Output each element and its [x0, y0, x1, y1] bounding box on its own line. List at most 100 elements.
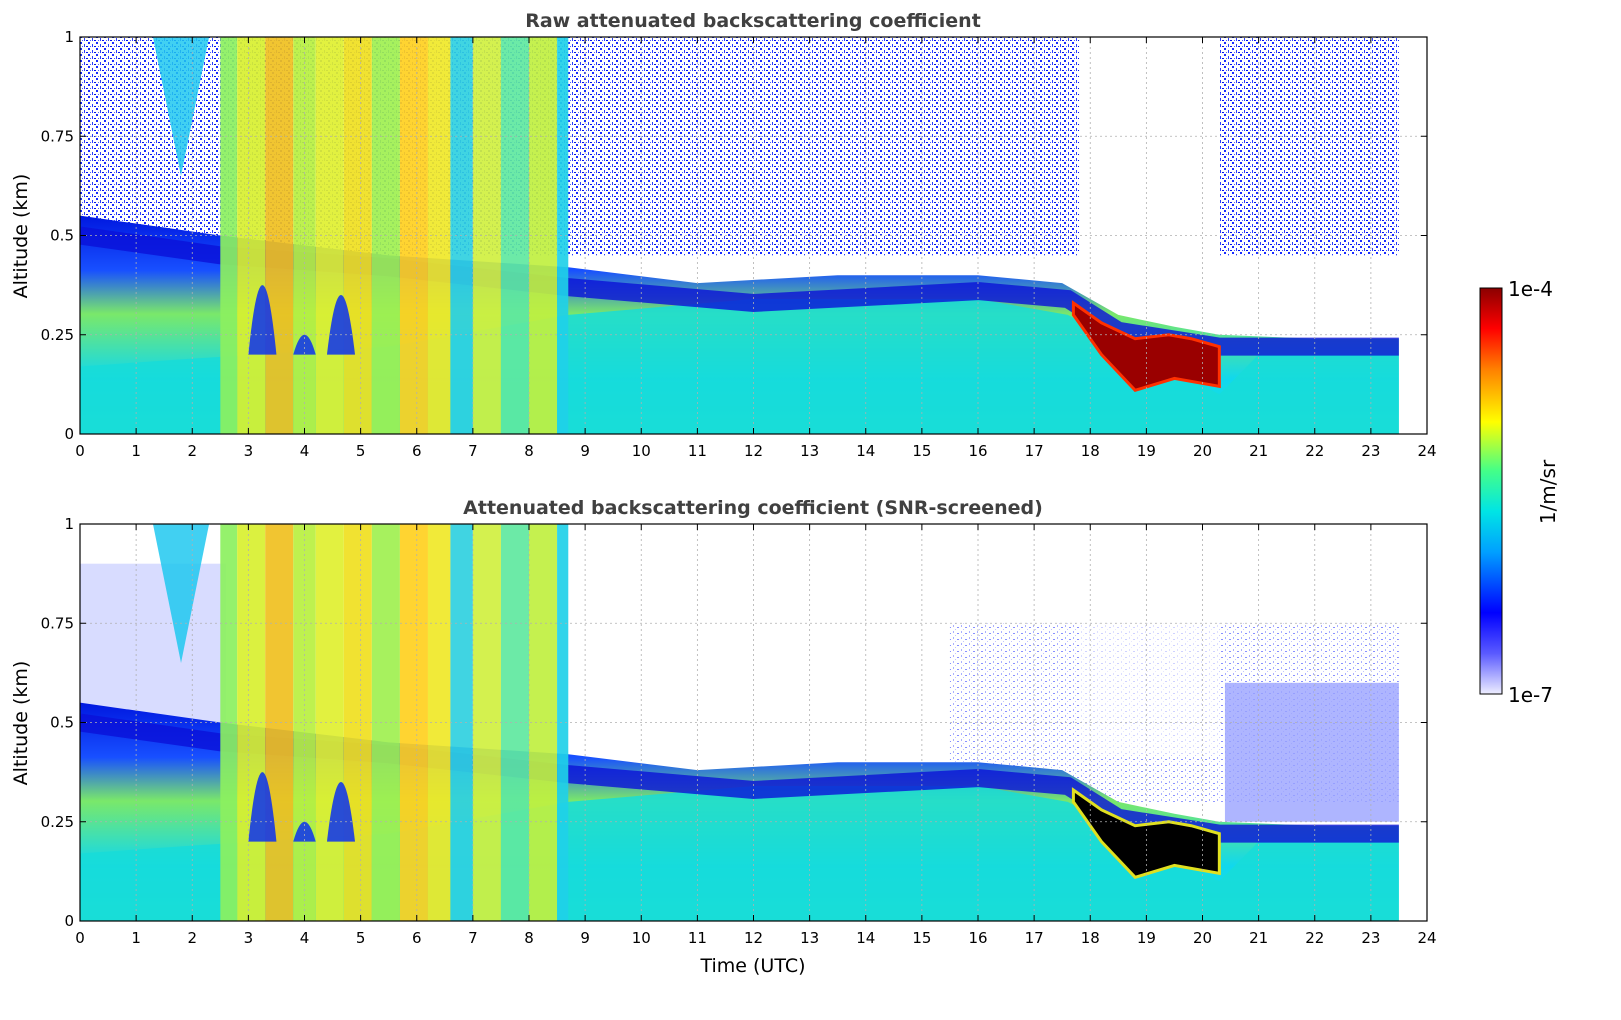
- x-tick-label: 0: [75, 442, 85, 460]
- x-tick-label: 7: [468, 442, 478, 460]
- x-tick-label: 21: [1249, 442, 1268, 460]
- x-tick-label: 10: [632, 929, 651, 947]
- fog-gap: [293, 821, 316, 842]
- y-tick-label: 0.5: [50, 714, 74, 732]
- x-tick-label: 3: [244, 442, 254, 460]
- x-tick-label: 4: [300, 442, 310, 460]
- x-tick-label: 13: [800, 929, 819, 947]
- fog-column: [529, 37, 558, 434]
- fog-gap: [248, 285, 277, 355]
- chart-title-raw: Raw attenuated backscattering coefficien…: [525, 10, 981, 32]
- x-tick-label: 6: [412, 929, 422, 947]
- colorbar-scale: [1479, 287, 1503, 695]
- x-tick-label: 22: [1305, 929, 1324, 947]
- x-tick-label: 15: [912, 929, 931, 947]
- x-tick-label: 24: [1417, 442, 1436, 460]
- y-tick-label: 0.5: [50, 227, 74, 245]
- raw-backscatter-panel: 0 1 2 3 4 5 6 7 8 9 10 11 12 13 14 15 16 17 18 19 20 21 22 23 24…: [41, 28, 1437, 460]
- colorbar-min-label: 1e-7: [1508, 683, 1553, 707]
- x-tick-label: 11: [688, 929, 707, 947]
- y-tick-label: 0: [64, 425, 74, 443]
- x-tick-label: 16: [968, 442, 987, 460]
- heatmap-field: [80, 524, 1427, 921]
- heatmap-field: [80, 37, 1427, 434]
- y-axis-label-raw: Altitude (km): [10, 174, 32, 299]
- y-axis-label-screened: Altitude (km): [10, 661, 32, 786]
- y-tick-label: 1: [64, 515, 74, 533]
- x-tick-label: 24: [1417, 929, 1436, 947]
- fog-gap: [293, 334, 316, 355]
- x-tick-label: 12: [744, 442, 763, 460]
- fog-column: [343, 524, 372, 921]
- dense-fog-layer: [1071, 787, 1221, 880]
- x-tick-label: 19: [1137, 929, 1156, 947]
- x-tick-label: 1: [131, 929, 141, 947]
- x-tick-label: 5: [356, 442, 366, 460]
- x-tick-label: 18: [1081, 442, 1100, 460]
- x-tick-label: 16: [968, 929, 987, 947]
- x-tick-label: 7: [468, 929, 478, 947]
- x-tick-label: 8: [524, 929, 534, 947]
- fog-column: [427, 37, 451, 434]
- colorbar-unit-label: 1/m/sr: [1536, 459, 1560, 524]
- x-tick-label: 20: [1193, 442, 1212, 460]
- x-tick-label: 14: [856, 442, 875, 460]
- fog-column: [220, 37, 238, 434]
- x-tick-label: 14: [856, 929, 875, 947]
- colorbar-max-label: 1e-4: [1508, 277, 1553, 301]
- dense-fog-layer: [1071, 300, 1221, 393]
- x-tick-label: 12: [744, 929, 763, 947]
- x-tick-label: 22: [1305, 442, 1324, 460]
- fog-column: [529, 524, 558, 921]
- fog-gap: [326, 782, 356, 842]
- y-tick-label: 0.75: [41, 127, 74, 145]
- screened-haze-left: [80, 563, 226, 731]
- x-tick-label: 6: [412, 442, 422, 460]
- x-tick-label: 3: [244, 929, 254, 947]
- y-tick-label: 0.25: [41, 326, 74, 344]
- fog-column: [265, 524, 294, 921]
- fog-column: [315, 37, 344, 434]
- x-tick-label: 17: [1025, 442, 1044, 460]
- fog-column: [343, 37, 372, 434]
- x-tick-label: 21: [1249, 929, 1268, 947]
- clear-region: [1079, 37, 1220, 268]
- x-tick-label: 9: [580, 442, 590, 460]
- x-tick-label: 18: [1081, 929, 1100, 947]
- fog-gap: [152, 524, 210, 663]
- clear-region: [1079, 524, 1220, 755]
- x-tick-label: 5: [356, 929, 366, 947]
- colorbar: 1e-4 1e-7 1/m/sr: [1479, 277, 1560, 707]
- y-tick-label: 0: [64, 912, 74, 930]
- screened-haze-late: [1224, 682, 1399, 822]
- fog-column: [220, 524, 238, 921]
- x-tick-label: 4: [300, 929, 310, 947]
- x-axis-label: Time (UTC): [699, 955, 805, 977]
- x-tick-label: 2: [187, 929, 197, 947]
- fog-column: [399, 37, 428, 434]
- x-tick-label: 20: [1193, 929, 1212, 947]
- fog-column: [265, 37, 294, 434]
- fog-column: [315, 524, 344, 921]
- x-tick-label: 10: [632, 442, 651, 460]
- x-tick-label: 1: [131, 442, 141, 460]
- y-tick-label: 1: [64, 28, 74, 46]
- fog-gap: [326, 295, 356, 355]
- x-tick-label: 11: [688, 442, 707, 460]
- gridlines: [79, 36, 1428, 435]
- x-tick-label: 13: [800, 442, 819, 460]
- y-tick-label: 0.25: [41, 813, 74, 831]
- fog-column: [427, 524, 451, 921]
- fog-column: [399, 524, 428, 921]
- fog-gap: [248, 772, 277, 842]
- screened-backscatter-panel: 0 1 2 3 4 5 6 7 8 9 10 11 12 13 14 15 16 17 18 19 20 21 22 23 24…: [41, 515, 1437, 947]
- x-tick-label: 0: [75, 929, 85, 947]
- x-tick-label: 17: [1025, 929, 1044, 947]
- x-tick-label: 8: [524, 442, 534, 460]
- fog-column: [557, 524, 569, 921]
- gridlines: [79, 523, 1428, 922]
- x-tick-label: 9: [580, 929, 590, 947]
- fog-gap: [152, 37, 210, 176]
- x-tick-label: 23: [1361, 929, 1380, 947]
